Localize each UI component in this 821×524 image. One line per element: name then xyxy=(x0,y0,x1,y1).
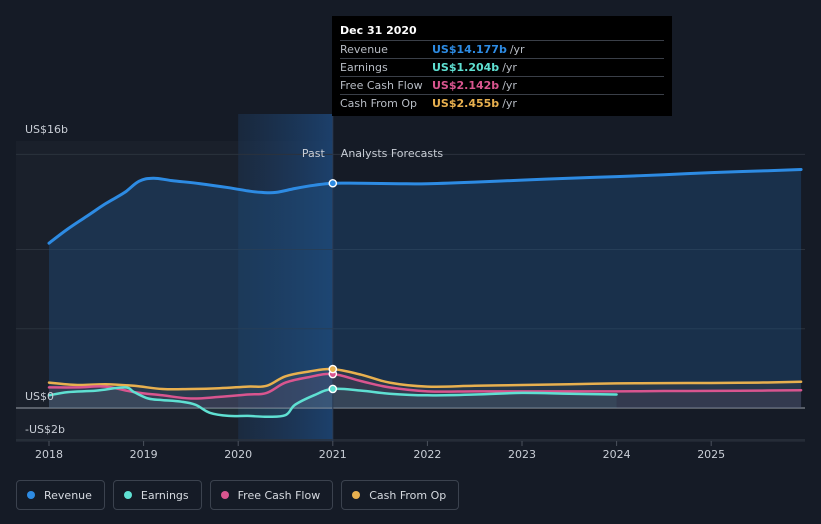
legend-item-revenue[interactable]: Revenue xyxy=(16,480,105,510)
y-label-top: US$16b xyxy=(25,123,68,136)
revenue-dot-icon xyxy=(27,491,35,499)
x-tick-label-2018: 2018 xyxy=(35,448,63,461)
grid xyxy=(16,153,805,442)
tooltip-value: US$2.455b xyxy=(432,97,500,110)
tooltip-row-cash-from-op: Cash From Op US$2.455b /yr xyxy=(340,94,664,112)
x-tick-label-2020: 2020 xyxy=(224,448,252,461)
free-cash-flow-area-fill xyxy=(49,373,802,408)
free-cash-flow-dot-icon xyxy=(220,491,229,499)
cash-from-op-dot-icon xyxy=(352,491,361,499)
tooltip-unit: /yr xyxy=(502,61,517,74)
tooltip-value: US$2.142b xyxy=(432,79,500,92)
x-tick-label-2019: 2019 xyxy=(130,448,158,461)
earnings-marker xyxy=(328,384,338,394)
y-label-zero: US$0 xyxy=(25,390,54,403)
tooltip-value: US$1.204b xyxy=(432,61,500,74)
tooltip-unit: /yr xyxy=(509,43,525,56)
earnings-line xyxy=(47,386,618,418)
x-tick-label-2024: 2024 xyxy=(603,448,631,461)
revenue-marker xyxy=(328,178,338,188)
x-tick-label-2023: 2023 xyxy=(508,448,536,461)
tooltip-value: US$14.177b xyxy=(432,43,507,56)
past-label: Past xyxy=(302,147,326,160)
tooltip-label: Free Cash Flow xyxy=(340,79,423,92)
x-tick-label-2025: 2025 xyxy=(697,448,725,461)
legend: Revenue Earnings Free Cash Flow Cash Fro… xyxy=(16,480,460,510)
revenue-area xyxy=(49,169,802,417)
forecast-label: Analysts Forecasts xyxy=(341,147,444,160)
tooltip-row-revenue: Revenue US$14.177b /yr xyxy=(340,40,664,58)
tooltip-row-earnings: Earnings US$1.204b /yr xyxy=(340,58,664,76)
cash-from-op-marker xyxy=(328,364,338,374)
hover-markers xyxy=(328,178,338,394)
legend-item-free-cash-flow[interactable]: Free Cash Flow xyxy=(209,480,334,510)
tooltip-label: Earnings xyxy=(340,61,388,74)
tooltip-label: Cash From Op xyxy=(340,97,418,110)
tooltip-unit: /yr xyxy=(502,97,517,110)
tooltip-unit: /yr xyxy=(502,79,517,92)
y-label-bottom: -US$2b xyxy=(25,423,65,436)
tooltip-label: Revenue xyxy=(340,43,388,56)
legend-label: Earnings xyxy=(140,488,189,502)
legend-label: Cash From Op xyxy=(369,488,447,502)
cash-from-op-area-fill xyxy=(49,368,802,408)
tooltip: Dec 31 2020 Revenue US$14.177b /yr Earni… xyxy=(332,16,672,116)
tooltip-row-free-cash-flow: Free Cash Flow US$2.142b /yr xyxy=(340,76,664,94)
legend-label: Revenue xyxy=(44,488,92,502)
revenue-area-fill xyxy=(49,169,802,408)
tooltip-date: Dec 31 2020 xyxy=(340,24,417,37)
legend-label: Free Cash Flow xyxy=(237,488,321,502)
x-tick-label-2021: 2021 xyxy=(319,448,347,461)
revenue-line xyxy=(47,168,803,245)
x-axis: 2018 2019 2020 2021 2022 2023 2024 2025 xyxy=(35,441,725,461)
x-tick-label-2022: 2022 xyxy=(413,448,441,461)
legend-item-earnings[interactable]: Earnings xyxy=(112,480,202,510)
earnings-dot-icon xyxy=(123,491,132,499)
legend-item-cash-from-op[interactable]: Cash From Op xyxy=(341,480,460,510)
